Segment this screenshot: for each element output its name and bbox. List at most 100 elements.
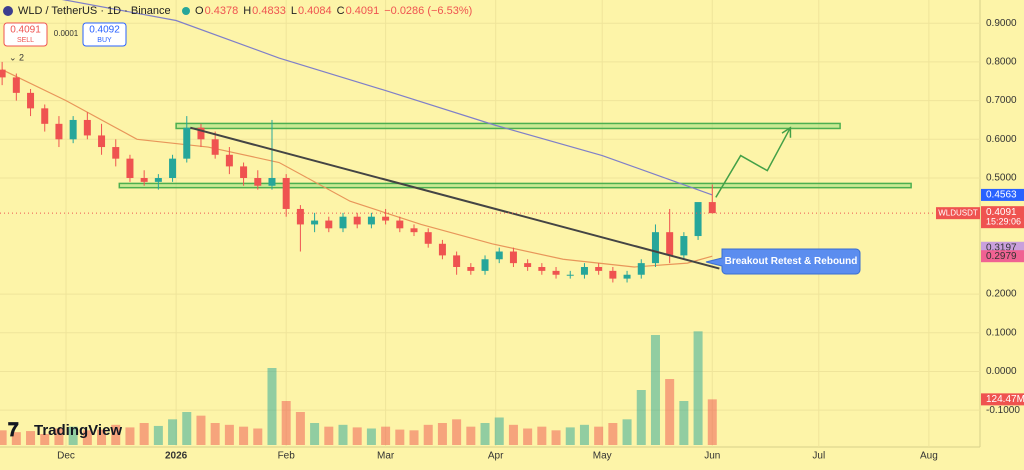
candle-body: [623, 274, 631, 279]
candle-body: [467, 267, 475, 271]
volume-bar: [40, 434, 50, 445]
ohlc-value: 0.4378: [205, 5, 239, 17]
candle-body: [339, 216, 347, 229]
volume-bar: [608, 423, 618, 445]
candle-body: [112, 147, 120, 159]
volume-bar: [11, 432, 21, 445]
indicator-toggle[interactable]: ⌄: [9, 52, 17, 62]
volume-bar: [480, 423, 490, 445]
price-label: 0.3197: [986, 242, 1017, 253]
y-tick-label: 0.0000: [986, 366, 1017, 377]
sell-price: 0.4091: [10, 25, 41, 36]
callout-text: Breakout Retest & Rebound: [725, 256, 858, 267]
candle-body: [367, 216, 375, 225]
sell-label: SELL: [17, 37, 34, 44]
y-tick-label: 0.9000: [986, 18, 1017, 29]
volume-bar: [650, 335, 660, 445]
candle-body: [311, 220, 319, 225]
x-tick-label: May: [593, 451, 612, 462]
candle-body: [325, 220, 333, 229]
volume-bar: [82, 430, 92, 445]
symbol-tag: [936, 207, 980, 220]
candle-body: [495, 251, 503, 260]
candle-body: [254, 178, 262, 186]
y-tick-label: 0.6000: [986, 134, 1017, 145]
price-tag-text: 0.4091: [986, 207, 1017, 218]
volume-bar: [196, 415, 206, 445]
candle-body: [694, 202, 702, 237]
zone: [175, 122, 841, 130]
projection-arrow: [715, 127, 792, 198]
overlay: WLD / TetherUS · 1D · Binance O 0.4378 H 0.…: [3, 5, 861, 441]
volume-bar: [366, 428, 376, 445]
x-tick-label: Dec: [57, 451, 75, 462]
volume-bar: [423, 424, 433, 445]
volume-tag-text: 124.47M: [986, 394, 1024, 405]
candle-body: [83, 119, 91, 136]
ohlc-letter: C: [337, 5, 345, 17]
candle-body: [453, 255, 461, 267]
x-tick-label: 2026: [165, 451, 188, 462]
candle-body: [595, 267, 603, 271]
callout: [705, 248, 861, 275]
volume-tag: [981, 393, 1024, 406]
candle-body: [538, 267, 546, 271]
symbol: WLD / TetherUS · 1D · Binance: [18, 5, 171, 17]
candle-body: [680, 236, 688, 256]
change: −0.0286 (−6.53%): [384, 5, 472, 17]
candle-body: [55, 123, 63, 140]
volume-bar: [338, 424, 348, 445]
volume-bar: [437, 423, 447, 445]
volume-bar: [665, 379, 675, 445]
volume-bar: [168, 419, 178, 445]
candle-body: [438, 243, 446, 256]
volume-bar: [693, 331, 703, 445]
price-label: 0.4563: [986, 190, 1017, 201]
volume-bar: [679, 401, 689, 445]
volume-bar: [267, 368, 277, 445]
candle-body: [211, 139, 219, 155]
volume-bar: [210, 423, 220, 445]
candle-body: [410, 228, 418, 233]
candle-body: [580, 267, 588, 275]
volume-bar: [707, 399, 717, 445]
logo: TradingView: [34, 422, 122, 439]
candle-body: [27, 92, 35, 109]
ohlc: O 0.4378 H 0.4833 L 0.4084 C 0.4091 −0.0286 (−6.…: [195, 5, 472, 17]
candle-body: [0, 69, 6, 78]
volume-bar: [310, 423, 320, 445]
trendline: [190, 126, 720, 270]
candle-body: [481, 259, 489, 271]
volume-bar: [622, 419, 632, 445]
candle-body: [666, 232, 674, 256]
logo-mark: 𝟕: [8, 420, 19, 441]
candle-body: [566, 274, 574, 276]
buy-label: BUY: [97, 37, 112, 44]
y-tick-label: 0.1000: [986, 327, 1017, 338]
buy-button[interactable]: [82, 22, 127, 47]
volume-bar: [494, 417, 504, 445]
candle-body: [296, 208, 304, 225]
x-tick-label: Jul: [812, 451, 825, 462]
arrow-head: [781, 126, 792, 138]
candle-body: [424, 232, 432, 244]
x-tick-label: Aug: [920, 451, 938, 462]
volume-bar: [409, 430, 419, 445]
candle-body: [225, 154, 233, 167]
volume-bar: [508, 424, 518, 445]
sell-button[interactable]: [3, 22, 48, 47]
candle-body: [154, 178, 162, 182]
volume-bar: [594, 426, 604, 445]
volume-bar: [295, 412, 305, 445]
ohlc-value: 0.4833: [252, 5, 286, 17]
volume-bar: [324, 426, 334, 445]
volume-bar: [452, 419, 462, 445]
y-tick-label: -0.1000: [986, 405, 1020, 416]
y-tick-label: 0.2000: [986, 289, 1017, 300]
volume-bar: [153, 425, 163, 445]
ohlc-value: 0.4084: [298, 5, 332, 17]
candle-body: [268, 178, 276, 186]
y-tick-label: 0.7000: [986, 95, 1017, 106]
